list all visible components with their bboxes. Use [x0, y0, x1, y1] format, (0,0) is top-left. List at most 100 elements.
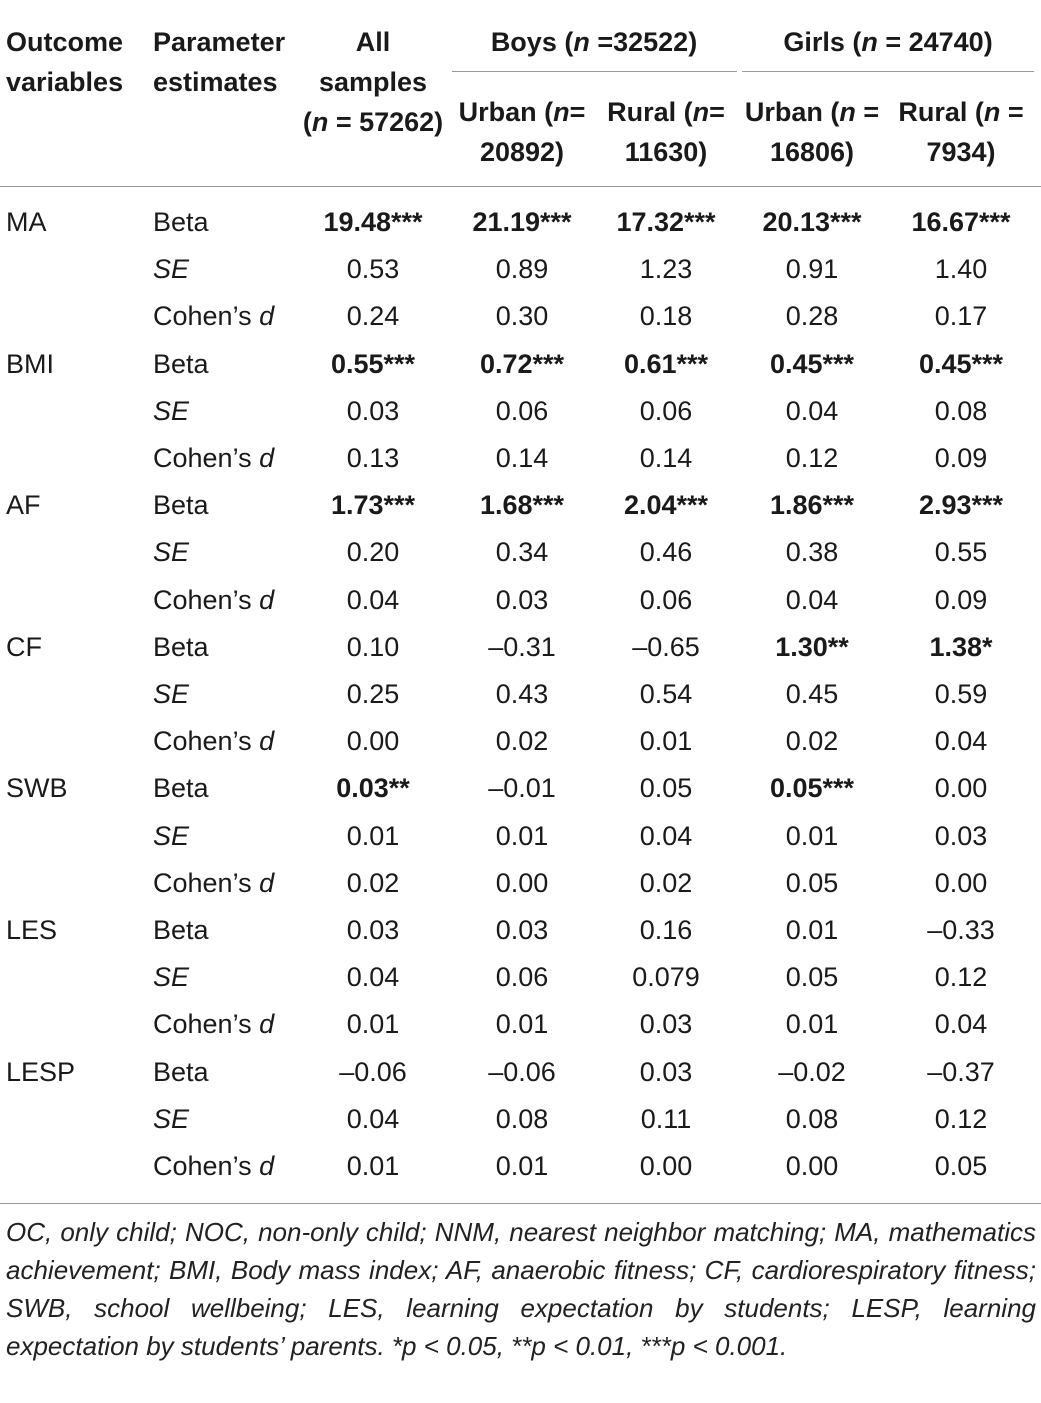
header-girls-urban-line1: Urban (n = — [744, 97, 880, 127]
value-cell: –0.01 — [488, 773, 556, 804]
parameter-cell: SE — [153, 395, 190, 426]
value-cell: 0.03 — [495, 584, 549, 615]
outcome-cell: MA — [6, 207, 47, 237]
table-row: LES Beta 0.03 0.03 0.16 0.01 –0.33 — [0, 907, 1041, 954]
value-cell: 0.00 — [639, 1151, 693, 1181]
value-cell: 0.03 — [639, 1056, 693, 1087]
value-cell: 0.04 — [346, 1103, 400, 1134]
value-cell: 16.67*** — [911, 207, 1011, 237]
value-cell: 0.72*** — [479, 348, 565, 379]
parameter-cell: Beta — [153, 631, 209, 662]
value-cell: 0.02 — [495, 726, 549, 757]
value-cell: –0.37 — [927, 1056, 995, 1087]
value-cell: 0.14 — [495, 443, 549, 473]
value-cell: 17.32*** — [616, 207, 716, 237]
parameter-cell: Cohen’s d — [153, 1151, 275, 1181]
table-row: SE 0.03 0.06 0.06 0.04 0.08 — [0, 388, 1041, 435]
value-cell: 1.23 — [639, 254, 693, 285]
value-cell: 0.04 — [346, 584, 400, 615]
value-cell: 1.68*** — [479, 490, 565, 521]
header-bottom-rule — [0, 186, 1041, 187]
table-row: Cohen’s d 0.24 0.30 0.18 0.28 0.17 — [0, 293, 1041, 340]
value-cell: 0.30 — [495, 301, 549, 332]
value-cell: 2.04*** — [623, 490, 709, 521]
header-boys-urban-line1: Urban (n= — [458, 97, 586, 127]
parameter-cell: Cohen’s d — [153, 301, 275, 332]
value-cell: 1.38* — [929, 631, 993, 662]
value-cell: 1.30** — [775, 631, 849, 662]
header-param-line2: estimates — [153, 67, 278, 97]
value-cell: 0.12 — [934, 962, 988, 993]
value-cell: 0.61*** — [623, 348, 709, 379]
girls-group-rule — [742, 71, 1034, 72]
value-cell: 0.09 — [934, 584, 988, 615]
value-cell: 0.09 — [934, 443, 988, 473]
value-cell: 2.93*** — [918, 490, 1004, 521]
value-cell: 0.03 — [346, 915, 400, 945]
value-cell: 0.13 — [346, 443, 400, 473]
header-outcome-line1: Outcome — [6, 27, 124, 57]
outcome-cell: CF — [6, 631, 42, 662]
header-boys-group: Boys (n =32522) — [490, 27, 698, 57]
outcome-cell: BMI — [6, 348, 55, 379]
header-girls-rural-line1: Rural (n = — [898, 97, 1024, 127]
table-row: SE 0.25 0.43 0.54 0.45 0.59 — [0, 671, 1041, 718]
value-cell: –0.06 — [339, 1056, 407, 1087]
value-cell: 0.05 — [785, 962, 839, 993]
table-bottom-rule — [0, 1203, 1041, 1204]
header-girls-rural-line2: 7934) — [926, 137, 996, 167]
value-cell: 0.55 — [934, 537, 988, 568]
header-boys-rural-line1: Rural (n= — [607, 97, 725, 127]
outcome-cell: LES — [6, 915, 58, 945]
table-row: SE 0.04 0.06 0.079 0.05 0.12 — [0, 954, 1041, 1001]
value-cell: 0.03** — [336, 773, 410, 804]
value-cell: 0.10 — [346, 631, 400, 662]
parameter-cell: Beta — [153, 773, 209, 804]
value-cell: 0.01 — [495, 1009, 549, 1040]
header-girls-urban-line2: 16806) — [769, 137, 855, 167]
outcome-cell: AF — [6, 490, 41, 521]
value-cell: 0.53 — [346, 254, 400, 285]
value-cell: 0.25 — [346, 679, 400, 709]
value-cell: 0.02 — [346, 867, 400, 898]
value-cell: –0.33 — [927, 915, 995, 945]
value-cell: 0.05*** — [769, 773, 855, 804]
table-row: Cohen’s d 0.13 0.14 0.14 0.12 0.09 — [0, 435, 1041, 482]
value-cell: 0.45*** — [918, 348, 1004, 379]
parameter-cell: SE — [153, 1103, 190, 1134]
value-cell: 0.06 — [495, 962, 549, 993]
table-footnote: OC, only child; NOC, non-only child; NNM… — [6, 1217, 1036, 1361]
table-row: Cohen’s d 0.04 0.03 0.06 0.04 0.09 — [0, 577, 1041, 624]
value-cell: 0.01 — [495, 1151, 549, 1181]
value-cell: 0.02 — [639, 867, 693, 898]
value-cell: 0.89 — [495, 254, 549, 285]
value-cell: 0.54 — [639, 679, 693, 709]
table-row: CF Beta 0.10 –0.31 –0.65 1.30** 1.38* — [0, 624, 1041, 671]
table-row: SE 0.53 0.89 1.23 0.91 1.40 — [0, 246, 1041, 293]
parameter-cell: Cohen’s d — [153, 1009, 275, 1040]
table-row: SE 0.01 0.01 0.04 0.01 0.03 — [0, 813, 1041, 860]
parameter-cell: Cohen’s d — [153, 867, 275, 898]
value-cell: 0.04 — [785, 584, 839, 615]
value-cell: 0.079 — [632, 962, 700, 993]
value-cell: 0.04 — [639, 820, 693, 851]
table-row: SE 0.20 0.34 0.46 0.38 0.55 — [0, 529, 1041, 576]
value-cell: 0.06 — [495, 395, 549, 426]
value-cell: 0.01 — [346, 1151, 400, 1181]
boys-group-rule — [452, 71, 737, 72]
value-cell: 0.00 — [934, 773, 988, 804]
parameter-cell: Beta — [153, 490, 209, 521]
value-cell: 0.05 — [785, 867, 839, 898]
parameter-cell: SE — [153, 962, 190, 993]
value-cell: 0.03 — [639, 1009, 693, 1040]
value-cell: 0.18 — [639, 301, 693, 332]
table-row: Cohen’s d 0.01 0.01 0.00 0.00 0.05 — [0, 1143, 1041, 1190]
value-cell: 0.14 — [639, 443, 693, 473]
value-cell: 0.04 — [934, 726, 988, 757]
value-cell: 0.01 — [785, 820, 839, 851]
value-cell: 0.46 — [639, 537, 693, 568]
header-all-line2: samples — [318, 67, 428, 97]
header-girls-group: Girls (n = 24740) — [783, 27, 993, 57]
value-cell: 0.20 — [346, 537, 400, 568]
value-cell: 0.02 — [785, 726, 839, 757]
